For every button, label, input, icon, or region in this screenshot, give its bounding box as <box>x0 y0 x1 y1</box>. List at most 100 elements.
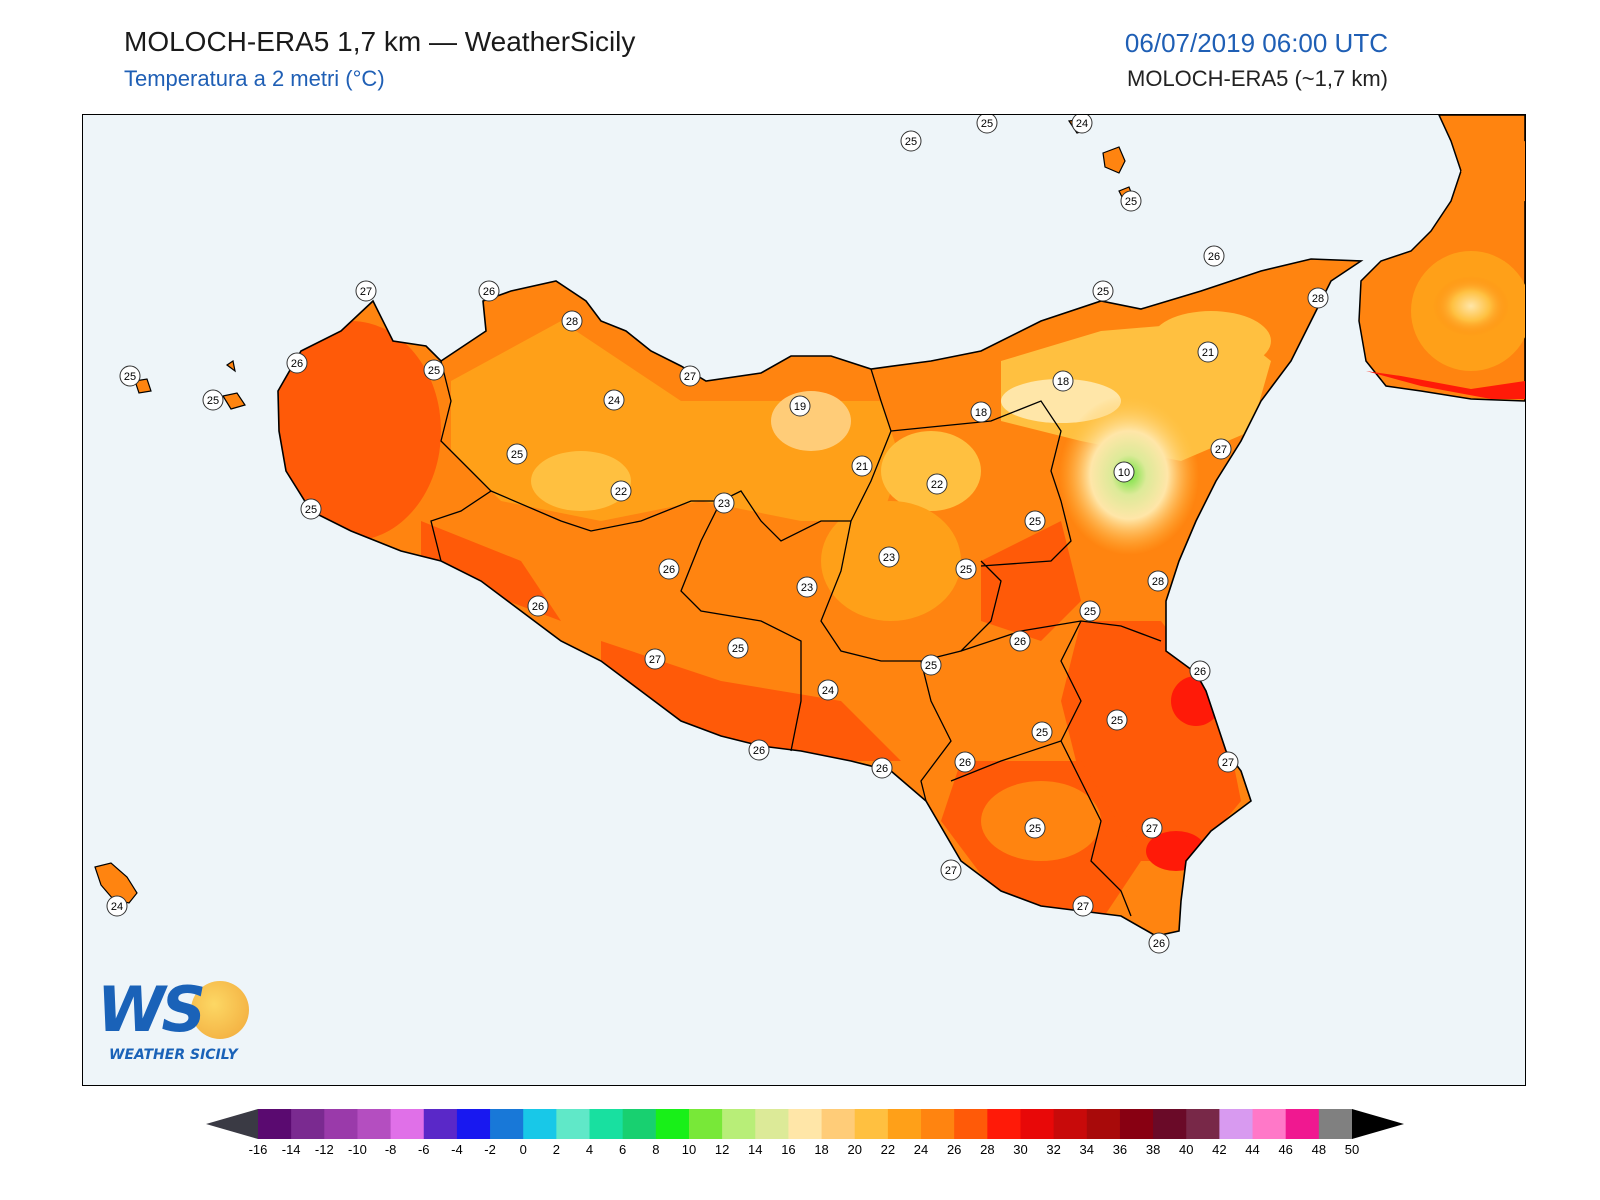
station-marker: 26 <box>1148 932 1170 954</box>
station-value: 25 <box>1125 196 1137 208</box>
colorbar-tick: 32 <box>1046 1142 1061 1157</box>
map-title: MOLOCH-ERA5 1,7 km — WeatherSicily <box>124 26 636 57</box>
station-marker: 24 <box>106 895 128 917</box>
station-value: 18 <box>1057 376 1069 388</box>
colorbar-bin <box>258 1109 292 1139</box>
colorbar-tick: 24 <box>913 1142 929 1157</box>
station-value: 28 <box>566 316 578 328</box>
station-value: 28 <box>1312 293 1324 305</box>
station-marker: 25 <box>300 498 322 520</box>
colorbar-tick: -6 <box>417 1142 430 1157</box>
station-marker: 27 <box>940 859 962 881</box>
colorbar-tick: 26 <box>946 1142 962 1157</box>
station-marker: 24 <box>603 389 625 411</box>
colorbar-tick: 14 <box>748 1142 763 1157</box>
colorbar-max-arrow <box>1352 1109 1404 1139</box>
station-marker: 26 <box>1189 660 1211 682</box>
station-markers: 25 25 24 25 26 27 26 28 25 28 25 25 26 21 27 25 18 24 19 18… <box>106 115 1329 954</box>
station-value: 25 <box>960 564 972 576</box>
station-marker: 27 <box>355 280 377 302</box>
colorbar-bin <box>556 1109 591 1139</box>
colorbar-tick: 18 <box>814 1142 829 1157</box>
colorbar-tick: 46 <box>1278 1142 1293 1157</box>
station-value: 26 <box>753 745 765 757</box>
colorbar-bin <box>357 1109 392 1139</box>
station-marker: 27 <box>1072 895 1094 917</box>
station-value: 25 <box>732 643 744 655</box>
station-value: 23 <box>883 552 895 564</box>
station-marker: 22 <box>926 473 948 495</box>
colorbar-tick: 0 <box>519 1142 527 1157</box>
station-value: 25 <box>1084 606 1096 618</box>
station-marker: 25 <box>1024 510 1046 532</box>
station-value: 25 <box>1097 286 1109 298</box>
station-value: 25 <box>1029 516 1041 528</box>
weathersicily-logo: WS WEATHER SICILY <box>97 973 257 1073</box>
colorbar-bin <box>954 1109 988 1139</box>
station-marker: 27 <box>644 648 666 670</box>
colorbar-tick: 38 <box>1145 1142 1161 1157</box>
sicily-coastline <box>277 258 1364 937</box>
temperature-colorbar <box>206 1109 1404 1139</box>
calabria-north <box>1461 141 1525 211</box>
station-value: 25 <box>124 371 136 383</box>
lipari-island <box>1102 146 1126 174</box>
valid-datetime: 06/07/2019 06:00 UTC <box>1124 28 1388 58</box>
station-value: 26 <box>483 286 495 298</box>
colorbar-tick: 48 <box>1311 1142 1327 1157</box>
station-value: 10 <box>1118 467 1130 479</box>
colorbar-tick: -8 <box>384 1142 397 1157</box>
colorbar-tick: -10 <box>348 1142 367 1157</box>
station-value: 27 <box>360 286 372 298</box>
colorbar-bin <box>1119 1109 1154 1139</box>
station-value: 26 <box>959 757 971 769</box>
colorbar-tick-labels: -16 -14 -12 -10 -8 -6 -4 -2 0 2 4 6 8 10 12 14 16 18 20 22 2… <box>206 1142 1404 1162</box>
station-marker: 28 <box>1307 287 1329 309</box>
station-value: 27 <box>1077 901 1089 913</box>
station-value: 26 <box>876 763 888 775</box>
station-value: 24 <box>608 395 620 407</box>
colorbar-bin <box>622 1109 657 1139</box>
station-marker: 25 <box>202 389 224 411</box>
station-marker: 25 <box>1024 817 1046 839</box>
colorbar-bin <box>1285 1109 1320 1139</box>
station-value: 22 <box>615 486 627 498</box>
station-marker: 23 <box>796 576 818 598</box>
station-marker: 27 <box>1210 438 1232 460</box>
station-marker: 25 <box>1031 721 1053 743</box>
colorbar-bin <box>1020 1109 1055 1139</box>
station-value: 26 <box>532 601 544 613</box>
colorbar-tick: 42 <box>1212 1142 1227 1157</box>
colorbar-bin <box>1186 1109 1220 1139</box>
station-marker: 25 <box>119 365 141 387</box>
station-value: 18 <box>975 407 987 419</box>
station-marker: 25 <box>1120 190 1142 212</box>
station-value: 25 <box>511 449 523 461</box>
station-marker: 23 <box>713 492 735 514</box>
pantelleria-island <box>94 862 138 904</box>
station-marker: 25 <box>920 654 942 676</box>
station-value: 24 <box>111 901 123 913</box>
station-value: 26 <box>1153 938 1165 950</box>
colorbar-tick: -16 <box>248 1142 268 1157</box>
station-marker: 27 <box>1217 751 1239 773</box>
station-marker: 26 <box>1009 630 1031 652</box>
station-marker: 24 <box>1071 115 1093 134</box>
station-value: 25 <box>1029 823 1041 835</box>
station-value: 27 <box>684 371 696 383</box>
station-marker: 26 <box>527 595 549 617</box>
colorbar-tick: 40 <box>1179 1142 1194 1157</box>
station-marker: 26 <box>658 558 680 580</box>
colorbar-tick: 16 <box>781 1142 796 1157</box>
colorbar-tick: 28 <box>980 1142 995 1157</box>
station-value: 26 <box>1014 636 1026 648</box>
station-marker: 21 <box>1197 341 1219 363</box>
marettimo-island <box>134 378 152 394</box>
station-marker: 26 <box>1203 245 1225 267</box>
station-marker: 25 <box>1092 280 1114 302</box>
station-marker: 22 <box>610 480 632 502</box>
colorbar-tick: 2 <box>552 1142 560 1157</box>
station-value: 23 <box>801 582 813 594</box>
colorbar-min-arrow <box>206 1109 258 1139</box>
station-value: 24 <box>1076 118 1088 130</box>
